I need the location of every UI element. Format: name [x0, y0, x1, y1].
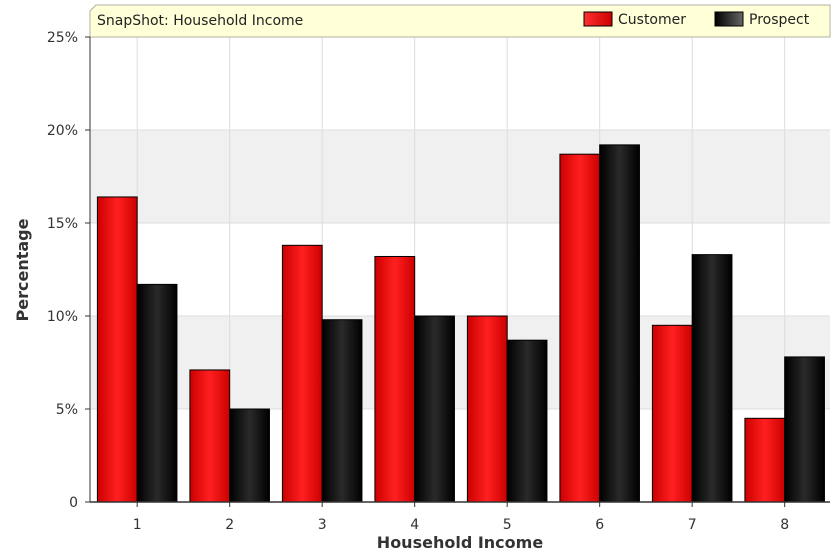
bar-customer-1 [96, 196, 138, 503]
legend-label-prospect: Prospect [749, 12, 810, 28]
x-tick-label: 4 [410, 517, 419, 533]
y-tick-label: 10% [47, 309, 78, 325]
bar-customer-7 [651, 324, 693, 503]
y-axis-label: Percentage [13, 218, 32, 321]
bar-customer-5 [466, 315, 508, 503]
bar-customer-6 [559, 153, 601, 503]
chart-title-box: SnapShot: Household Income [89, 4, 831, 38]
y-tick-label: 5% [56, 402, 78, 418]
y-tick-label: 15% [47, 216, 78, 232]
x-tick-label: 7 [688, 517, 697, 533]
legend-label-customer: Customer [618, 12, 686, 28]
plot-band [90, 37, 830, 130]
bar-prospect-7 [691, 254, 733, 503]
x-tick-label: 2 [225, 517, 234, 533]
bar-prospect-3 [321, 319, 363, 503]
legend: Customer Prospect [583, 11, 810, 28]
bar-prospect-2 [229, 408, 270, 503]
bar-prospect-1 [136, 283, 178, 503]
y-tick-labels: 0 5% 10% 15% 20% 25% [47, 30, 90, 511]
y-tick-label: 25% [47, 30, 78, 46]
bar-customer-2 [189, 369, 231, 503]
bar-prospect-5 [506, 339, 548, 503]
legend-swatch-prospect [714, 11, 744, 27]
title-box-background [89, 4, 831, 38]
bar-customer-4 [374, 255, 416, 503]
bar-customer-3 [281, 244, 323, 503]
legend-swatch-customer [583, 11, 613, 27]
bar-prospect-6 [599, 144, 640, 503]
axes [89, 37, 830, 503]
x-tick-label: 1 [133, 517, 142, 533]
x-axis-label: Household Income [377, 533, 544, 552]
x-tick-labels: 1 2 3 4 5 6 7 8 [133, 502, 789, 533]
x-tick-label: 8 [780, 517, 789, 533]
bar-customer-8 [744, 417, 786, 503]
bar-prospect-4 [414, 315, 455, 503]
y-tick-label: 0 [69, 495, 78, 511]
x-tick-label: 3 [318, 517, 327, 533]
y-tick-label: 20% [47, 123, 78, 139]
x-tick-label: 5 [503, 517, 512, 533]
plot-band [90, 130, 830, 223]
bars [96, 144, 825, 503]
chart-title: SnapShot: Household Income [97, 13, 303, 29]
bar-prospect-8 [784, 356, 825, 503]
x-tick-label: 6 [595, 517, 604, 533]
